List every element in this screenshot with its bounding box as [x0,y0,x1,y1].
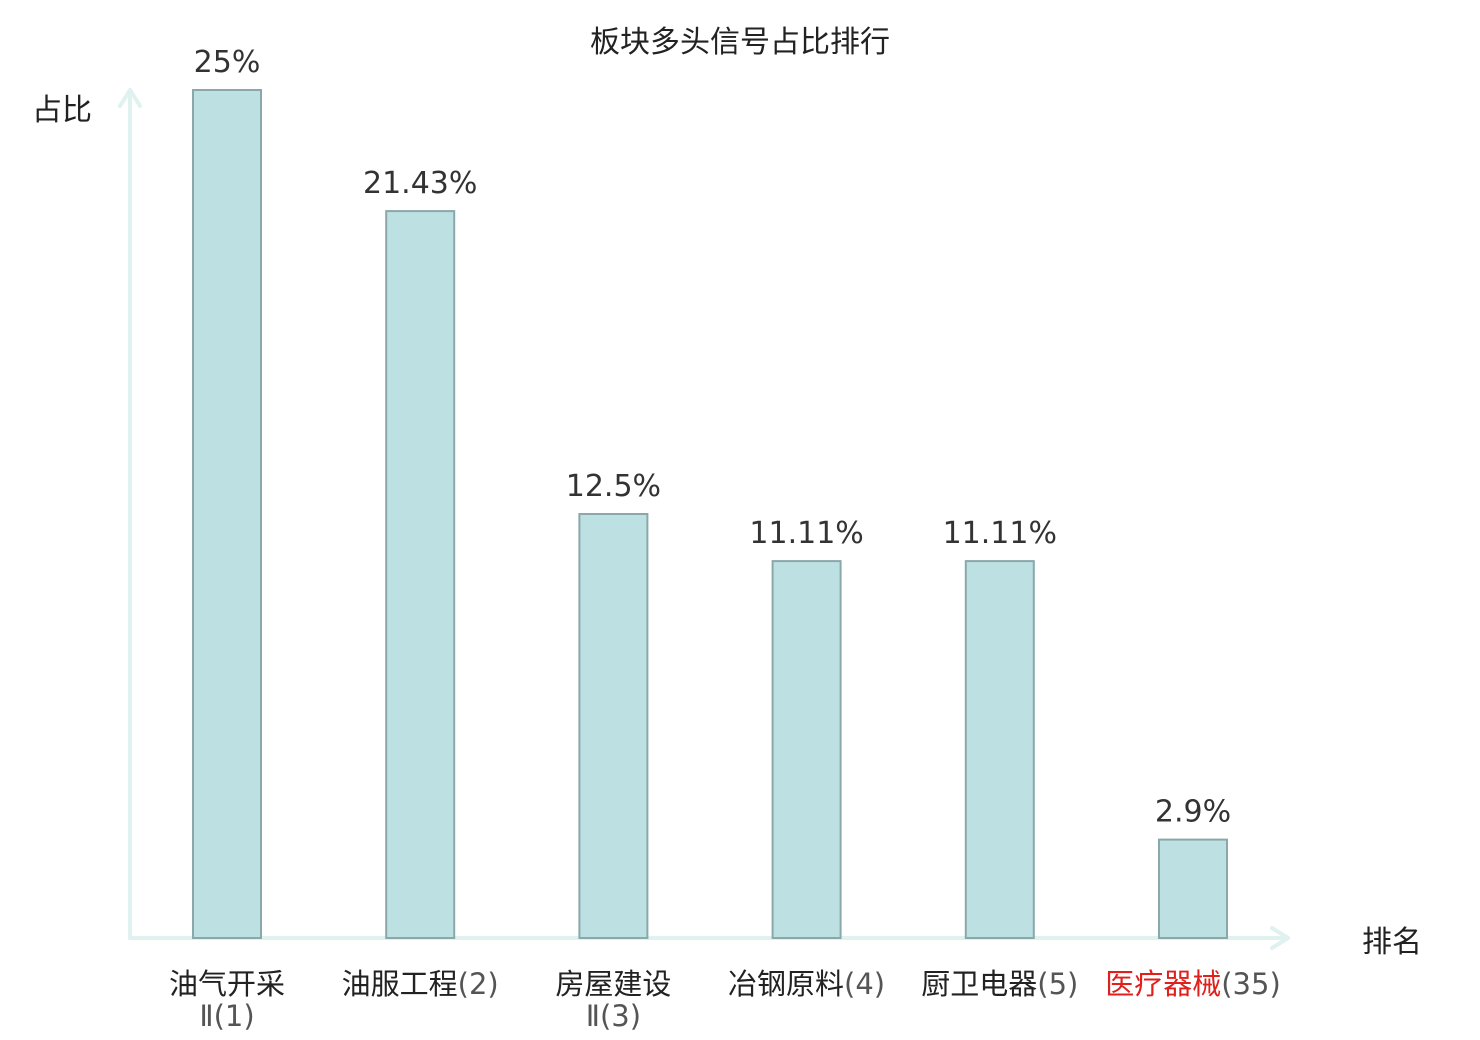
category-name: 冶钢原料 [728,967,844,1001]
y-axis-label: 占比 [32,93,92,128]
y-axis-arrow [118,88,142,108]
category-rank: Ⅱ(3) [586,999,641,1033]
category-rank: (5) [1037,967,1078,1001]
category-name: 医疗器械 [1105,967,1221,1001]
bar-value-label: 11.11% [943,516,1057,551]
bar [1158,838,1228,939]
bar [385,210,456,940]
category-rank: (35) [1221,967,1281,1001]
category-label: 油服工程(2) [342,967,499,1001]
value-labels: 25% 21.43% 12.5% 11.11% 11.11% 2.9% [194,45,1231,830]
bar-value-label: 2.9% [1155,795,1231,830]
bar-value-label: 21.43% [363,166,477,201]
category-label: 冶钢原料(4) [728,967,885,1001]
bar [192,89,262,939]
axes [118,88,1290,950]
category-label: 油气开采 [169,967,285,1001]
bar-value-label: 11.11% [749,516,863,551]
category-label: 房屋建设 [555,967,671,1001]
category-name: 厨卫电器 [921,967,1037,1001]
category-rank: (4) [844,967,885,1001]
bar [578,513,649,939]
category-label: 厨卫电器(5) [921,967,1078,1001]
bar [771,560,842,939]
category-rank: Ⅱ(1) [199,999,254,1033]
category-label: 医疗器械(35) [1105,967,1281,1001]
bars [192,89,1228,940]
bar-value-label: 12.5% [566,469,661,504]
x-axis-arrow [1270,926,1290,950]
x-axis-label: 排名 [1362,925,1422,960]
bar-value-label: 25% [194,45,261,80]
chart-title: 板块多头信号占比排行 [590,25,890,60]
category-name: 油服工程 [342,967,458,1001]
bar [964,560,1035,939]
category-rank: (2) [458,967,499,1001]
